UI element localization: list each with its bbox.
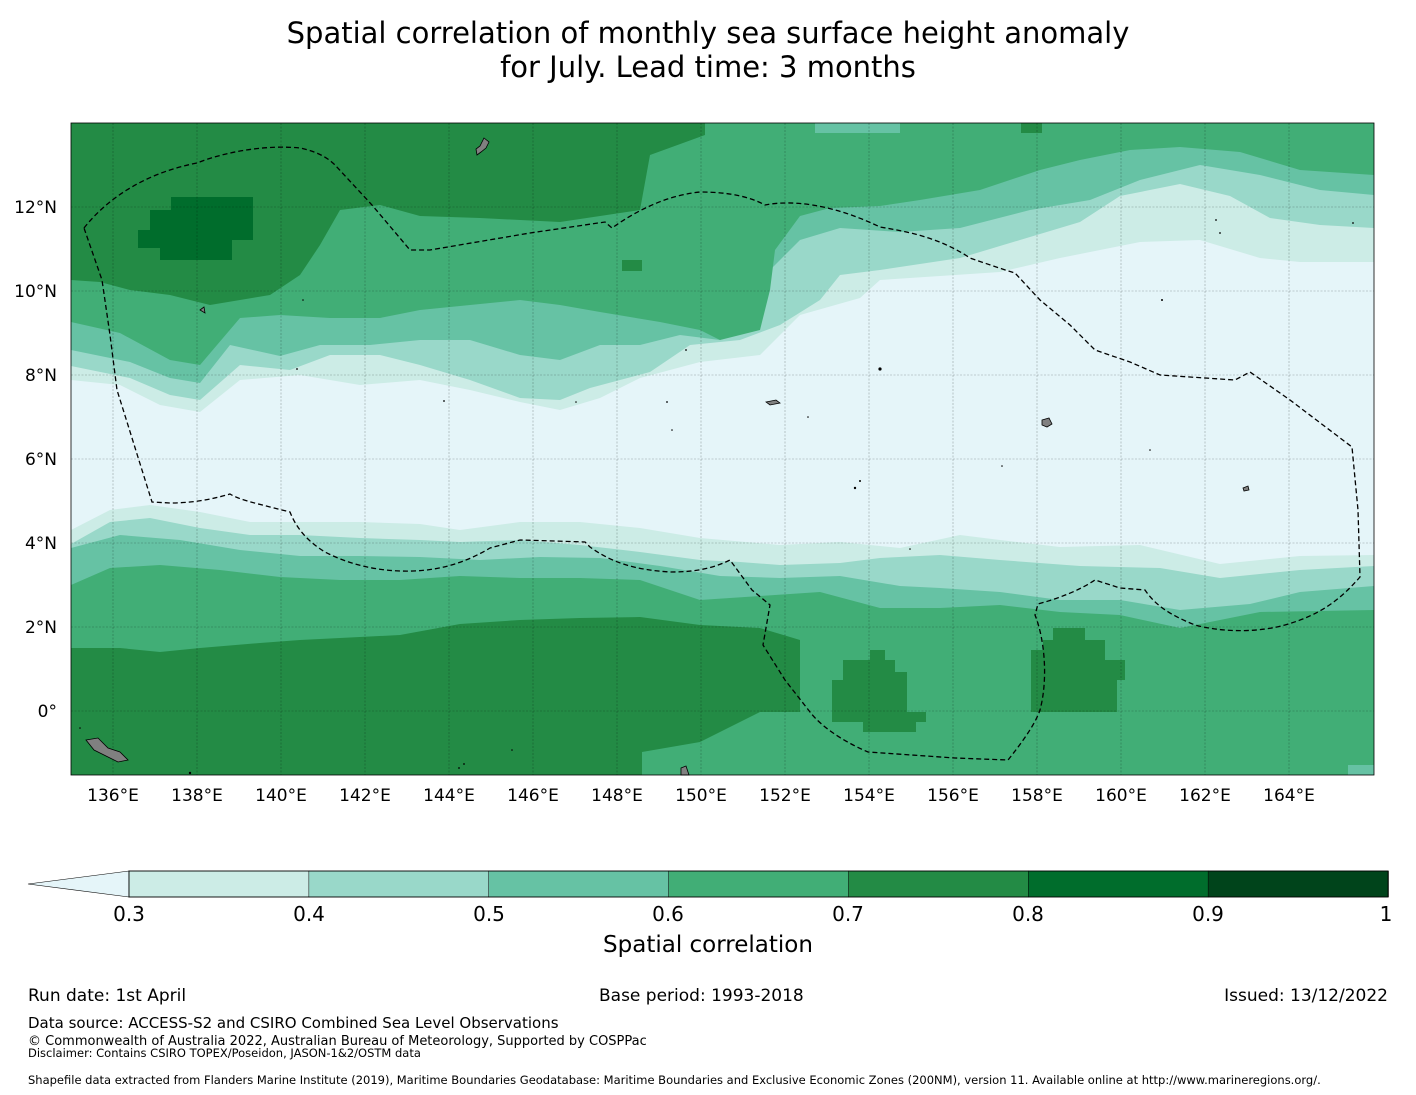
data-source: Data source: ACCESS-S2 and CSIRO Combine…: [28, 1014, 559, 1032]
island-guam: [475, 137, 490, 156]
copyright-notice: © Commonwealth of Australia 2022, Austra…: [28, 1034, 647, 1049]
lon-label: 158°E: [1011, 786, 1063, 806]
lon-label: 162°E: [1179, 786, 1231, 806]
lat-label: 8°N: [25, 366, 57, 386]
colorbar-label: Spatial correlation: [603, 932, 813, 958]
island-new-ireland: [85, 737, 129, 763]
base-period: Base period: 1993-2018: [599, 986, 804, 1006]
correlation-field: [71, 123, 1374, 775]
lon-label: 160°E: [1095, 786, 1147, 806]
colorbar-tick-label: 0.3: [113, 902, 145, 926]
field-north-patch: [815, 123, 900, 133]
run-date: Run date: 1st April: [28, 986, 187, 1006]
island-small: [199, 306, 206, 314]
colorbar-segment: [128, 870, 310, 898]
lon-tick-labels: 136°E 138°E 140°E 142°E 144°E 146°E 148°…: [87, 786, 1315, 806]
small-islets: [79, 219, 1354, 775]
colorbar-frame: [128, 870, 1389, 898]
colorbar-tick-label: 0.6: [652, 902, 684, 926]
lon-label: 144°E: [423, 786, 475, 806]
lat-label: 10°N: [14, 282, 57, 302]
colorbar-segment: [848, 870, 1030, 898]
lat-label: 0°: [38, 702, 57, 722]
colorbar-ticks: 0.3 0.4 0.5 0.6 0.7 0.8 0.9 1: [113, 902, 1392, 926]
lon-label: 146°E: [507, 786, 559, 806]
colorbar-segment: [668, 870, 850, 898]
eez-boundary: [83, 146, 1361, 761]
shapefile-credit: Shapefile data extracted from Flanders M…: [28, 1073, 1321, 1087]
colorbar-tick-label: 0.8: [1012, 902, 1044, 926]
colorbar-tick-label: 0.4: [293, 902, 325, 926]
field-south-0-7-patch: [832, 650, 926, 732]
land-masses: [85, 137, 1250, 776]
colorbar: 0.3 0.4 0.5 0.6 0.7 0.8 0.9 1: [27, 870, 1392, 926]
field-south-0-7-patch: [1031, 628, 1125, 712]
field-south-patch: [1348, 765, 1374, 775]
lat-tick-labels: 12°N 10°N 8°N 6°N 4°N 2°N 0°: [14, 198, 57, 722]
field-north-patch: [1021, 123, 1042, 133]
lat-label: 6°N: [25, 450, 57, 470]
island-pohnpei: [1041, 417, 1053, 428]
colorbar-extend-triangle: [27, 870, 130, 898]
lon-label: 148°E: [591, 786, 643, 806]
issued-date: Issued: 13/12/2022: [1224, 986, 1388, 1006]
lon-label: 154°E: [843, 786, 895, 806]
map-gridlines: [71, 123, 1374, 775]
lat-label: 12°N: [14, 198, 57, 218]
island-small: [765, 399, 781, 406]
colorbar-segment: [1028, 870, 1209, 898]
lon-label: 142°E: [339, 786, 391, 806]
island-kosrae: [1242, 485, 1250, 492]
lat-label: 4°N: [25, 534, 57, 554]
field-south-0-7: [71, 617, 800, 775]
lon-label: 140°E: [255, 786, 307, 806]
disclaimer: Disclaimer: Contains CSIRO TOPEX/Poseido…: [28, 1046, 421, 1060]
colorbar-tick-label: 0.7: [832, 902, 864, 926]
field-north-patch: [622, 260, 642, 271]
lon-label: 136°E: [87, 786, 139, 806]
colorbar-segment: [1207, 870, 1389, 898]
lon-label: 138°E: [171, 786, 223, 806]
colorbar-tick-label: 1: [1380, 902, 1393, 926]
colorbar-tick-label: 0.9: [1192, 902, 1224, 926]
colorbar-segment: [308, 870, 490, 898]
colorbar-tick-label: 0.5: [473, 902, 505, 926]
lon-label: 150°E: [675, 786, 727, 806]
lon-label: 152°E: [759, 786, 811, 806]
map-title-line2: for July. Lead time: 3 months: [500, 50, 916, 84]
lon-label: 164°E: [1263, 786, 1315, 806]
field-north-0-8: [138, 197, 253, 260]
lon-label: 156°E: [927, 786, 979, 806]
lat-label: 2°N: [25, 618, 57, 638]
map-frame: [70, 122, 1375, 776]
map-title-line1: Spatial correlation of monthly sea surfa…: [286, 16, 1130, 50]
colorbar-segment: [488, 870, 670, 898]
